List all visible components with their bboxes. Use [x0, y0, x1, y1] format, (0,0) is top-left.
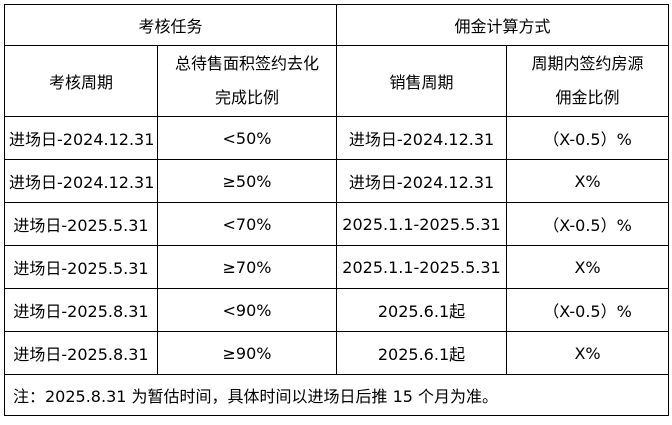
cell-sales-period: 2025.1.1-2025.5.31 — [336, 245, 508, 289]
cell-assessment-period: 进场日-2025.8.31 — [4, 288, 158, 332]
cell-completion-ratio: <70% — [156, 202, 338, 246]
cell-assessment-period: 进场日-2024.12.31 — [4, 116, 158, 160]
cell-sales-period: 2025.1.1-2025.5.31 — [336, 202, 508, 246]
cell-commission-rate: X% — [506, 245, 670, 289]
table-row: 进场日-2024.12.31 <50% 进场日-2024.12.31 （X-0.… — [4, 116, 670, 160]
cell-sales-period: 2025.6.1起 — [336, 288, 508, 332]
cell-commission-rate: （X-0.5）% — [506, 202, 670, 246]
column-header-commission-rate: 周期内签约房源 佣金比例 — [506, 45, 670, 117]
column-header-completion-ratio-line1: 总待售面积签约去化 — [175, 54, 320, 73]
group-header-tasks: 考核任务 — [3, 4, 338, 46]
column-header-commission-rate-line2: 佣金比例 — [555, 88, 620, 107]
cell-commission-rate: X% — [506, 159, 670, 203]
commission-table: 考核任务 佣金计算方式 考核周期 总待售面积签约去化 完成比例 销售周期 周期内… — [3, 4, 670, 416]
table-row: 进场日-2025.8.31 ≥90% 2025.6.1起 X% — [4, 331, 670, 375]
cell-sales-period: 进场日-2024.12.31 — [336, 116, 508, 160]
footnote-text: 注：2025.8.31 为暂估时间，具体时间以进场日后推 15 个月为准。 — [3, 374, 670, 416]
cell-assessment-period: 进场日-2025.5.31 — [4, 245, 158, 289]
column-header-sales-period: 销售周期 — [336, 45, 508, 117]
cell-assessment-period: 进场日-2025.8.31 — [4, 331, 158, 375]
cell-completion-ratio: ≥90% — [156, 331, 338, 375]
cell-sales-period: 2025.6.1起 — [336, 331, 508, 375]
table-row: 进场日-2024.12.31 ≥50% 进场日-2024.12.31 X% — [4, 159, 670, 203]
table-row: 进场日-2025.5.31 ≥70% 2025.1.1-2025.5.31 X% — [4, 245, 670, 289]
table-row: 进场日-2025.8.31 <90% 2025.6.1起 （X-0.5）% — [4, 288, 670, 332]
cell-commission-rate: （X-0.5）% — [506, 288, 670, 332]
column-header-commission-rate-line1: 周期内签约房源 — [531, 54, 644, 73]
table-group-header-row: 考核任务 佣金计算方式 — [3, 4, 670, 46]
group-header-commission: 佣金计算方式 — [336, 4, 670, 46]
cell-assessment-period: 进场日-2025.5.31 — [4, 202, 158, 246]
cell-sales-period: 进场日-2024.12.31 — [336, 159, 508, 203]
cell-completion-ratio: ≥50% — [156, 159, 338, 203]
table-footnote-row: 注：2025.8.31 为暂估时间，具体时间以进场日后推 15 个月为准。 — [3, 374, 670, 416]
column-header-completion-ratio: 总待售面积签约去化 完成比例 — [156, 45, 338, 117]
cell-commission-rate: （X-0.5）% — [506, 116, 670, 160]
cell-assessment-period: 进场日-2024.12.31 — [4, 159, 158, 203]
cell-completion-ratio: ≥70% — [156, 245, 338, 289]
table-row: 进场日-2025.5.31 <70% 2025.1.1-2025.5.31 （X… — [4, 202, 670, 246]
cell-completion-ratio: <50% — [156, 116, 338, 160]
table-column-header-row: 考核周期 总待售面积签约去化 完成比例 销售周期 周期内签约房源 佣金比例 — [4, 45, 670, 117]
column-header-completion-ratio-line2: 完成比例 — [215, 88, 280, 107]
column-header-assessment-period: 考核周期 — [4, 45, 158, 117]
cell-commission-rate: X% — [506, 331, 670, 375]
cell-completion-ratio: <90% — [156, 288, 338, 332]
